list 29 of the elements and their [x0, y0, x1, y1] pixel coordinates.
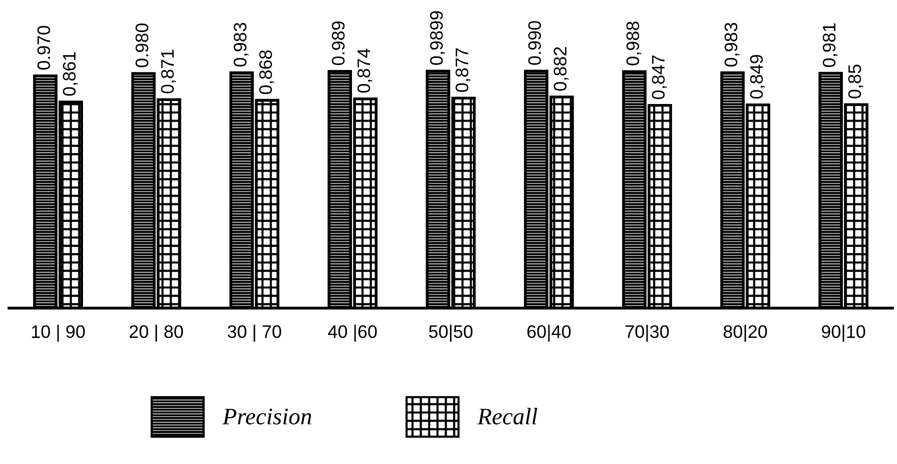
x-tick-label: 90|10 [822, 324, 866, 342]
data-label: 0,847 [652, 56, 667, 100]
x-tick-label: 60|40 [527, 324, 571, 342]
x-tick-label: 70|30 [626, 324, 669, 342]
data-label: 0.990 [528, 21, 541, 65]
data-label: 0,983 [724, 22, 740, 67]
x-tick-label: 10 | 90 [32, 324, 85, 342]
x-tick-label: 20 | 80 [130, 324, 183, 342]
data-label: 0,871 [161, 50, 176, 94]
data-label: 0.989 [332, 21, 345, 66]
data-label: 0,981 [822, 23, 838, 67]
x-tick-label: 80|20 [724, 324, 767, 342]
legend-label: Precision [222, 408, 312, 425]
data-label: 0,849 [750, 54, 765, 99]
data-label: 0,877 [456, 48, 470, 92]
x-tick-label: 30 | 70 [228, 324, 282, 342]
data-label: 0,9899 [430, 11, 445, 65]
data-label: 0,861 [62, 52, 78, 96]
data-label: 0,988 [626, 22, 642, 66]
legend-label: Recall [477, 408, 538, 425]
data-label: 0,868 [259, 50, 274, 94]
data-label: 0,882 [554, 47, 569, 91]
data-label: 0,983 [234, 22, 249, 67]
data-label: 0,85 [848, 64, 864, 98]
x-tick-label: 40 |60 [328, 324, 377, 342]
data-label: 0,874 [357, 48, 372, 93]
data-label: 0.970 [37, 26, 50, 70]
data-label: 0.980 [136, 23, 148, 68]
x-tick-label: 50|50 [429, 324, 472, 342]
